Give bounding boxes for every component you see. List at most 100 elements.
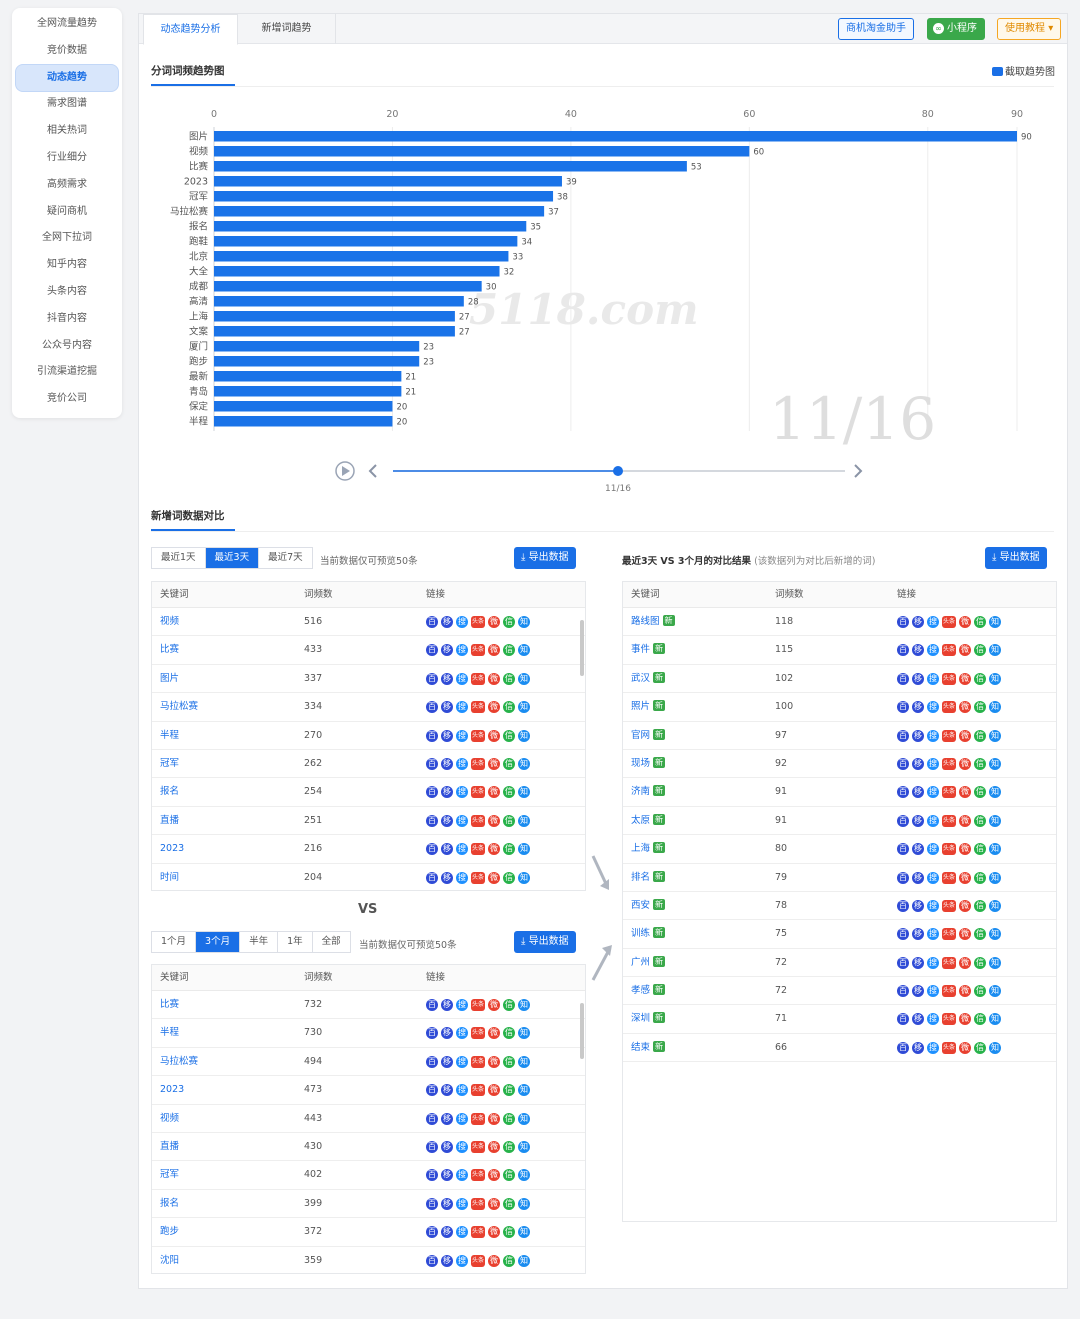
360-icon[interactable]: 搜 bbox=[456, 672, 468, 685]
wechat-icon[interactable]: 信 bbox=[503, 757, 515, 770]
miniprogram-button[interactable]: ∞ 小程序 bbox=[927, 18, 985, 40]
toutiao-icon[interactable]: 头条 bbox=[471, 644, 485, 657]
toutiao-icon[interactable]: 头条 bbox=[942, 928, 956, 941]
keyword-link[interactable]: 比赛 bbox=[160, 991, 179, 1019]
bar[interactable] bbox=[214, 416, 393, 427]
toutiao-icon[interactable]: 头条 bbox=[942, 729, 956, 742]
wechat-icon[interactable]: 信 bbox=[503, 1084, 515, 1097]
360-icon[interactable]: 搜 bbox=[456, 1169, 468, 1182]
zhihu-icon[interactable]: 知 bbox=[518, 1084, 530, 1097]
weibo-icon[interactable]: 微 bbox=[488, 672, 500, 685]
period-tab[interactable]: 最近1天 bbox=[152, 548, 206, 568]
360-icon[interactable]: 搜 bbox=[456, 757, 468, 770]
wechat-icon[interactable]: 信 bbox=[503, 644, 515, 657]
keyword-link[interactable]: 官网新 bbox=[631, 722, 666, 750]
wechat-icon[interactable]: 信 bbox=[974, 871, 986, 884]
export-button-recent[interactable]: ⤓ 导出数据 bbox=[514, 547, 576, 569]
wechat-icon[interactable]: 信 bbox=[974, 757, 986, 770]
table-scrollbar[interactable] bbox=[580, 620, 584, 676]
bar[interactable] bbox=[214, 176, 562, 187]
360-icon[interactable]: 搜 bbox=[927, 701, 939, 714]
keyword-link[interactable]: 上海新 bbox=[631, 835, 666, 863]
keyword-link[interactable]: 直播 bbox=[160, 1133, 179, 1161]
baidu-icon[interactable]: 百 bbox=[426, 1197, 438, 1210]
weibo-icon[interactable]: 微 bbox=[959, 871, 971, 884]
bar[interactable] bbox=[214, 191, 554, 202]
period-tab[interactable]: 3个月 bbox=[196, 932, 241, 952]
keyword-link[interactable]: 深圳新 bbox=[631, 1005, 666, 1033]
weibo-icon[interactable]: 微 bbox=[488, 729, 500, 742]
360-icon[interactable]: 搜 bbox=[927, 985, 939, 998]
wechat-icon[interactable]: 信 bbox=[503, 1140, 515, 1153]
weibo-icon[interactable]: 微 bbox=[959, 757, 971, 770]
baidu-icon[interactable]: 百 bbox=[426, 871, 438, 884]
baidu-icon[interactable]: 百 bbox=[897, 843, 909, 856]
period-tab[interactable]: 最近3天 bbox=[205, 548, 260, 568]
bar[interactable] bbox=[214, 401, 393, 412]
weibo-icon[interactable]: 微 bbox=[488, 871, 500, 884]
zhihu-icon[interactable]: 知 bbox=[989, 616, 1001, 628]
mobile-icon[interactable]: 移 bbox=[912, 928, 924, 941]
toutiao-icon[interactable]: 头条 bbox=[471, 616, 485, 628]
zhihu-icon[interactable]: 知 bbox=[518, 1254, 530, 1267]
mobile-icon[interactable]: 移 bbox=[912, 786, 924, 799]
baidu-icon[interactable]: 百 bbox=[897, 814, 909, 827]
360-icon[interactable]: 搜 bbox=[927, 729, 939, 742]
360-icon[interactable]: 搜 bbox=[456, 644, 468, 657]
zhihu-icon[interactable]: 知 bbox=[518, 701, 530, 714]
wechat-icon[interactable]: 信 bbox=[974, 1041, 986, 1054]
wechat-icon[interactable]: 信 bbox=[974, 644, 986, 657]
toutiao-icon[interactable]: 头条 bbox=[942, 757, 956, 770]
baidu-icon[interactable]: 百 bbox=[426, 1112, 438, 1125]
baidu-icon[interactable]: 百 bbox=[426, 814, 438, 827]
360-icon[interactable]: 搜 bbox=[927, 843, 939, 856]
baidu-icon[interactable]: 百 bbox=[897, 729, 909, 742]
wechat-icon[interactable]: 信 bbox=[503, 701, 515, 714]
toutiao-icon[interactable]: 头条 bbox=[942, 1013, 956, 1026]
360-icon[interactable]: 搜 bbox=[456, 1112, 468, 1125]
zhihu-icon[interactable]: 知 bbox=[989, 899, 1001, 912]
baidu-icon[interactable]: 百 bbox=[426, 843, 438, 856]
weibo-icon[interactable]: 微 bbox=[488, 999, 500, 1011]
360-icon[interactable]: 搜 bbox=[927, 899, 939, 912]
mobile-icon[interactable]: 移 bbox=[912, 956, 924, 969]
zhihu-icon[interactable]: 知 bbox=[518, 1140, 530, 1153]
360-icon[interactable]: 搜 bbox=[456, 1140, 468, 1153]
wechat-icon[interactable]: 信 bbox=[503, 672, 515, 685]
baidu-icon[interactable]: 百 bbox=[426, 1254, 438, 1267]
keyword-link[interactable]: 冠军 bbox=[160, 1161, 179, 1189]
weibo-icon[interactable]: 微 bbox=[959, 843, 971, 856]
weibo-icon[interactable]: 微 bbox=[488, 1084, 500, 1097]
zhihu-icon[interactable]: 知 bbox=[989, 729, 1001, 742]
wechat-icon[interactable]: 信 bbox=[974, 985, 986, 998]
mobile-icon[interactable]: 移 bbox=[441, 1254, 453, 1267]
weibo-icon[interactable]: 微 bbox=[488, 843, 500, 856]
period-tab[interactable]: 全部 bbox=[321, 936, 341, 947]
zhihu-icon[interactable]: 知 bbox=[518, 1226, 530, 1239]
360-icon[interactable]: 搜 bbox=[456, 843, 468, 856]
assistant-button[interactable]: 商机淘金助手 bbox=[838, 18, 914, 40]
360-icon[interactable]: 搜 bbox=[927, 644, 939, 657]
zhihu-icon[interactable]: 知 bbox=[518, 1112, 530, 1125]
weibo-icon[interactable]: 微 bbox=[488, 616, 500, 628]
zhihu-icon[interactable]: 知 bbox=[518, 672, 530, 685]
toutiao-icon[interactable]: 头条 bbox=[471, 729, 485, 742]
sidebar-item[interactable]: 头条内容 bbox=[47, 285, 87, 297]
360-icon[interactable]: 搜 bbox=[456, 814, 468, 827]
mobile-icon[interactable]: 移 bbox=[441, 644, 453, 657]
toutiao-icon[interactable]: 头条 bbox=[471, 1084, 485, 1097]
bar[interactable] bbox=[214, 266, 500, 277]
weibo-icon[interactable]: 微 bbox=[488, 644, 500, 657]
360-icon[interactable]: 搜 bbox=[927, 928, 939, 941]
360-icon[interactable]: 搜 bbox=[927, 786, 939, 799]
toutiao-icon[interactable]: 头条 bbox=[471, 786, 485, 799]
mobile-icon[interactable]: 移 bbox=[912, 616, 924, 628]
bar[interactable] bbox=[214, 131, 1017, 142]
play-icon[interactable] bbox=[335, 461, 355, 481]
weibo-icon[interactable]: 微 bbox=[959, 1013, 971, 1026]
weibo-icon[interactable]: 微 bbox=[959, 985, 971, 998]
mobile-icon[interactable]: 移 bbox=[912, 729, 924, 742]
sidebar-item[interactable]: 抖音内容 bbox=[47, 312, 87, 324]
toutiao-icon[interactable]: 头条 bbox=[942, 786, 956, 799]
weibo-icon[interactable]: 微 bbox=[959, 928, 971, 941]
